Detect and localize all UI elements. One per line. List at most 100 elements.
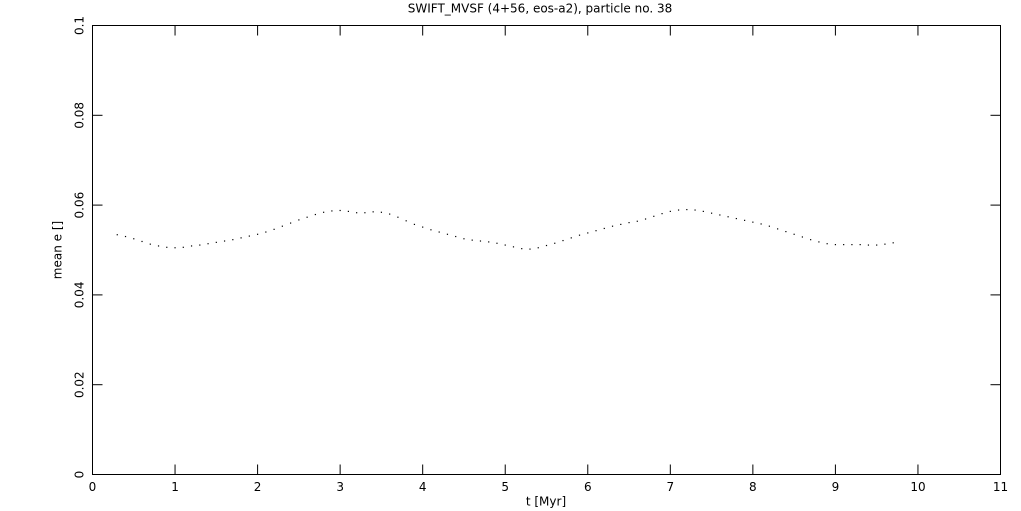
point <box>331 210 333 212</box>
point <box>149 243 151 245</box>
point <box>793 233 795 235</box>
point <box>240 237 242 239</box>
point <box>603 227 605 230</box>
point <box>669 210 671 212</box>
point <box>298 219 300 221</box>
point <box>430 229 432 231</box>
point <box>768 225 770 227</box>
x-axis-label: t [Myr] <box>526 495 566 509</box>
point <box>223 240 226 242</box>
y-tick-label: 0 <box>73 471 87 479</box>
point <box>702 210 704 212</box>
y-tick-label: 0.08 <box>73 102 87 129</box>
point <box>471 239 473 241</box>
point <box>545 244 548 247</box>
x-tick-label: 5 <box>501 480 509 494</box>
point <box>504 244 506 246</box>
point <box>463 238 465 240</box>
point <box>323 211 325 213</box>
point <box>735 217 737 220</box>
y-tick-label: 0.06 <box>73 192 87 219</box>
point <box>248 235 250 237</box>
point <box>653 215 655 217</box>
point <box>554 242 556 244</box>
point <box>843 244 845 246</box>
point <box>339 209 341 212</box>
point <box>595 230 597 232</box>
point <box>727 216 729 218</box>
x-tick-label: 11 <box>993 480 1008 494</box>
x-tick-label: 3 <box>336 480 344 494</box>
point <box>215 241 217 243</box>
point <box>256 233 259 235</box>
point <box>364 212 366 214</box>
point <box>281 225 283 227</box>
x-tick-label: 2 <box>254 480 262 494</box>
point <box>587 232 589 234</box>
point <box>620 223 622 226</box>
point <box>562 239 564 242</box>
point <box>686 208 688 211</box>
point <box>174 247 176 249</box>
point <box>347 210 349 212</box>
point <box>157 245 160 247</box>
point <box>512 246 515 248</box>
point <box>810 239 812 241</box>
point <box>834 244 837 246</box>
point <box>166 246 168 248</box>
point <box>356 212 358 214</box>
y-axis-label: mean e [] <box>51 221 65 279</box>
point <box>133 238 135 240</box>
point <box>710 212 713 214</box>
point <box>851 244 853 246</box>
point <box>116 234 118 236</box>
point <box>397 216 399 218</box>
point <box>719 214 721 216</box>
point <box>744 219 746 221</box>
point <box>389 213 391 215</box>
point <box>785 230 787 233</box>
point <box>694 209 696 211</box>
point <box>199 244 201 246</box>
point <box>867 244 870 246</box>
point <box>677 209 680 211</box>
point <box>801 236 803 238</box>
plot-frame <box>92 25 1001 475</box>
point <box>760 223 762 225</box>
y-tick-label: 0.02 <box>73 371 87 398</box>
point <box>752 221 754 223</box>
point <box>314 213 316 216</box>
point <box>141 240 143 243</box>
point <box>628 222 630 224</box>
point <box>479 240 482 242</box>
point <box>570 237 572 239</box>
point <box>306 216 308 218</box>
point <box>826 243 828 245</box>
x-tick-label: 10 <box>910 480 925 494</box>
chart-title: SWIFT_MVSF (4+56, eos-a2), particle no. … <box>408 2 673 16</box>
point <box>496 242 498 244</box>
point <box>521 248 523 250</box>
point <box>818 241 820 243</box>
point <box>611 225 614 227</box>
point <box>190 245 193 247</box>
point <box>124 235 127 238</box>
x-tick-label: 8 <box>749 480 757 494</box>
point <box>636 220 638 222</box>
point <box>265 231 267 233</box>
point <box>578 234 581 236</box>
point <box>661 213 663 215</box>
y-tick-label: 0.1 <box>73 16 87 35</box>
point <box>488 241 490 243</box>
point <box>455 235 457 238</box>
point <box>405 220 407 222</box>
x-tick-label: 7 <box>666 480 674 494</box>
point <box>892 242 894 244</box>
point <box>537 247 539 249</box>
point <box>182 246 184 248</box>
x-tick-label: 9 <box>832 480 840 494</box>
x-tick-label: 6 <box>584 480 592 494</box>
point <box>232 239 234 241</box>
point <box>380 211 383 213</box>
